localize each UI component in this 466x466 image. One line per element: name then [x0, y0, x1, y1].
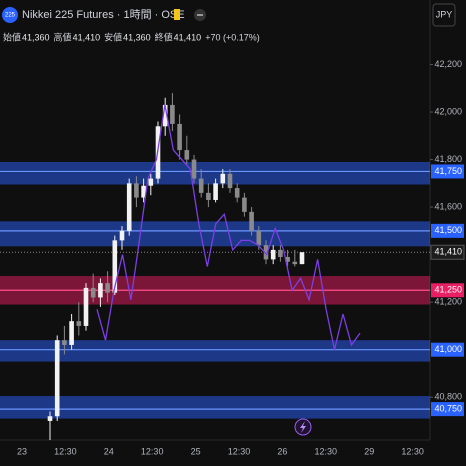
ohlc-value: 41,360	[22, 32, 50, 42]
chart-title[interactable]: Nikkei 225 Futures · 1時間 · OSE	[22, 8, 185, 21]
zone-band	[0, 161, 430, 185]
last-price-label: 41,410	[434, 247, 462, 257]
candle-body	[141, 185, 146, 198]
y-tick-label: 40,800	[434, 392, 462, 402]
candle-body	[227, 173, 233, 189]
zone-label-box	[431, 164, 464, 179]
candle-body	[234, 188, 240, 198]
y-tick-label: 41,200	[434, 297, 462, 307]
x-tick-label: 24	[104, 446, 114, 456]
zone-label-box	[431, 223, 464, 238]
ohlc-change: +70 (+0.17%)	[205, 32, 260, 42]
y-tick-label: 42,000	[434, 106, 462, 116]
y-tick-label: 41,600	[434, 201, 462, 211]
y-tick-label: 41,800	[434, 154, 462, 164]
candle-body	[98, 283, 103, 298]
ohlc-label: 安値	[104, 31, 122, 42]
candle-body	[299, 252, 305, 265]
ohlc-value: 41,410	[174, 32, 202, 42]
candle-body	[256, 230, 262, 246]
candle-body	[83, 287, 89, 326]
candle-body	[198, 178, 204, 193]
x-tick-label: 29	[364, 446, 374, 456]
candle-body	[54, 340, 60, 417]
candle-body	[90, 287, 96, 298]
candle-body	[292, 261, 298, 265]
symbol-badge-text: 225	[5, 13, 16, 19]
candle-body	[206, 192, 211, 200]
last-price-box	[430, 244, 465, 260]
ohlc-value: 41,360	[123, 32, 151, 42]
candle-body	[69, 321, 74, 345]
candle-body	[105, 283, 110, 293]
candle-body	[263, 245, 269, 260]
candle-body	[162, 104, 168, 127]
candle-body	[270, 249, 276, 260]
candle-body	[148, 178, 154, 186]
zone-label-box	[431, 342, 464, 357]
ohlc-row: 始値 41,360 高値 41,410 安値 41,360 終値 41,410 +70 (+0.…	[3, 31, 260, 42]
y-tick-label: 42,200	[434, 59, 462, 69]
candle-body	[220, 173, 226, 184]
x-tick-label: 12:30	[401, 446, 424, 456]
candle-body	[134, 183, 139, 198]
zone-label: 41,750	[434, 166, 462, 176]
zone-label: 40,750	[434, 403, 462, 413]
x-tick-label: 12:30	[228, 446, 251, 456]
overlay-line	[96, 104, 361, 350]
ohlc-label: 終値	[155, 31, 173, 42]
symbol-badge[interactable]	[2, 7, 18, 23]
candle-body	[47, 416, 53, 421]
zone-label: 41,000	[434, 344, 462, 354]
x-tick-label: 12:30	[315, 446, 338, 456]
candle-body	[285, 257, 290, 262]
candle-body	[213, 183, 218, 200]
candle-body	[184, 150, 190, 160]
zone-label: 41,500	[434, 225, 462, 235]
candle-body	[249, 211, 254, 231]
flag-icon[interactable]	[174, 9, 180, 20]
x-tick-label: 12:30	[54, 446, 77, 456]
candle-body	[191, 159, 197, 179]
zone-label-box	[431, 283, 464, 298]
plot-area	[0, 93, 430, 440]
ohlc-value: 41,410	[73, 32, 101, 42]
candle-body	[170, 104, 175, 124]
ohlc-label: 始値	[3, 31, 21, 42]
candle-body	[62, 340, 67, 345]
candle-body	[112, 240, 118, 293]
candle-body	[177, 123, 182, 151]
zone-band	[0, 340, 430, 362]
candle-body	[76, 321, 82, 326]
ohlc-label: 高値	[54, 31, 72, 42]
currency-label: JPY	[436, 9, 453, 19]
candle-body	[278, 249, 283, 258]
zone-label: 41,250	[434, 285, 462, 295]
candle-body	[242, 197, 247, 212]
event-icon	[300, 421, 306, 433]
x-tick-label: 25	[191, 446, 201, 456]
candle-body	[126, 183, 132, 231]
candle-body	[119, 230, 125, 241]
zone-label-box	[431, 402, 464, 417]
x-tick-label: 12:30	[141, 446, 164, 456]
zone-band	[0, 396, 430, 419]
x-tick-label: 23	[17, 446, 27, 456]
currency-button[interactable]	[432, 3, 456, 27]
x-tick-label: 26	[277, 446, 287, 456]
